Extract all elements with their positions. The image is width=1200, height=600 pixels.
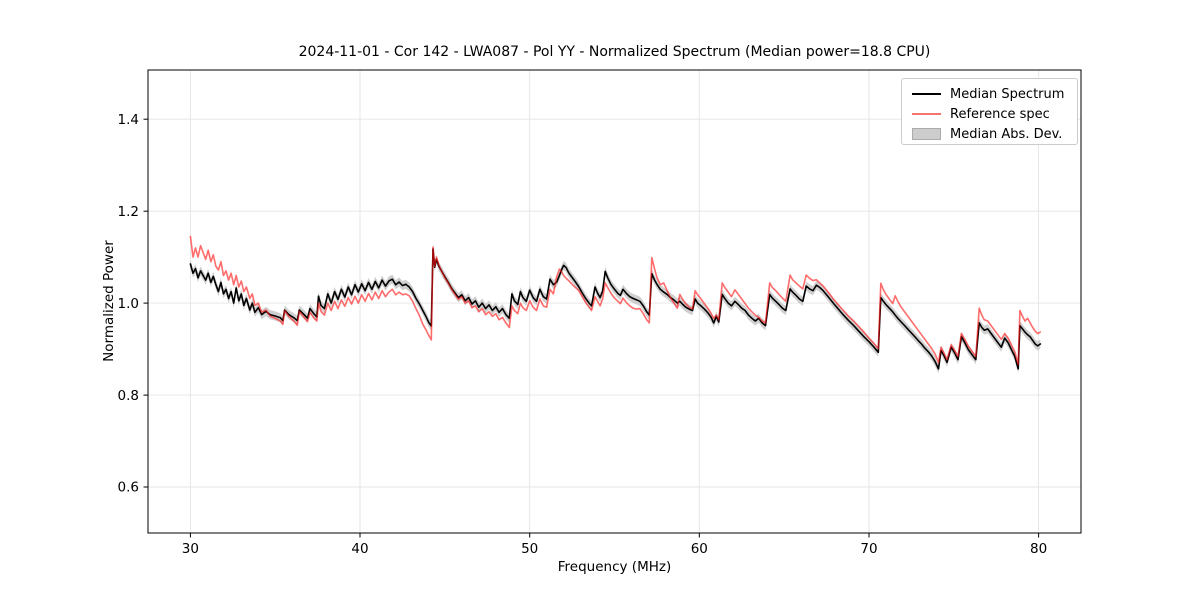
y-axis-label: Normalized Power (101, 240, 117, 362)
y-tick-label: 0.6 (118, 480, 139, 496)
x-tick-label: 40 (351, 541, 368, 557)
legend-item-median-abs-dev: Median Abs. Dev. (912, 124, 1077, 144)
legend-item-median-spectrum: Median Spectrum (912, 84, 1077, 104)
median-line-swatch (912, 93, 941, 95)
x-tick-label: 60 (691, 541, 708, 557)
plot-border (147, 69, 1082, 534)
median-spectrum-line (189, 248, 1042, 370)
y-tick-label: 1.0 (118, 296, 139, 312)
chart-title: 2024-11-01 - Cor 142 - LWA087 - Pol YY -… (298, 44, 931, 60)
x-tick-label: 70 (860, 541, 877, 557)
legend-item-reference-spec: Reference spec (912, 104, 1077, 124)
y-tick-label: 1.2 (118, 204, 139, 220)
legend-label: Median Abs. Dev. (950, 126, 1063, 142)
x-tick-label: 80 (1030, 541, 1047, 557)
x-tick-label: 30 (182, 541, 199, 557)
x-axis-label: Frequency (MHz) (557, 559, 672, 575)
mad-patch-swatch (912, 128, 941, 140)
legend: Median Spectrum Reference spec Median Ab… (901, 78, 1078, 145)
reference-line-swatch (912, 113, 941, 115)
x-tick-label: 50 (521, 541, 538, 557)
legend-label: Median Spectrum (950, 86, 1065, 102)
y-tick-label: 0.8 (118, 388, 139, 404)
y-tick-label: 1.4 (118, 112, 139, 128)
reference-spec-line (189, 235, 1042, 366)
legend-label: Reference spec (950, 106, 1050, 122)
